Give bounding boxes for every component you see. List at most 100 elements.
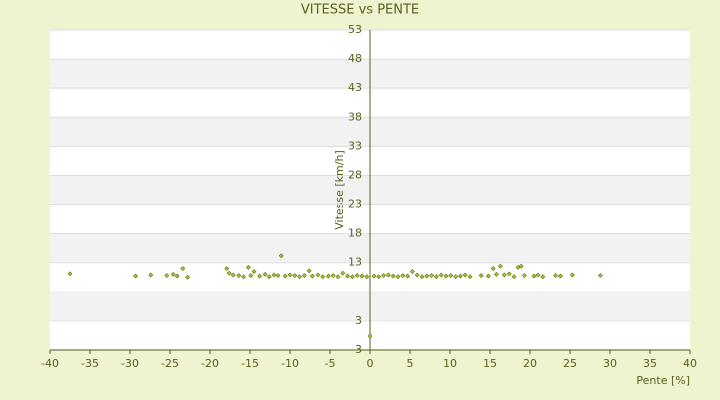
point	[282, 273, 288, 279]
x-tick-label: -40	[41, 357, 59, 370]
point	[297, 274, 303, 280]
point	[275, 273, 281, 278]
y-tick-label: 28	[348, 168, 362, 181]
point	[266, 274, 272, 280]
x-tick-label: -5	[325, 357, 336, 370]
point	[354, 273, 360, 278]
y-tick-label: 53	[348, 23, 362, 36]
point	[405, 273, 411, 279]
point	[438, 272, 444, 278]
x-tick-label: -20	[201, 357, 219, 370]
point	[371, 273, 377, 279]
chart-title: VITESSE vs PENTE	[301, 3, 419, 18]
point	[287, 272, 293, 278]
point	[335, 274, 341, 280]
point	[467, 274, 473, 280]
y-tick-label: 43	[348, 81, 362, 94]
x-tick-label: 5	[407, 357, 414, 370]
point	[553, 273, 559, 278]
point	[457, 273, 463, 279]
point	[535, 272, 541, 278]
point	[306, 268, 312, 274]
point	[224, 266, 230, 271]
point	[448, 273, 454, 278]
point	[359, 273, 365, 279]
point	[395, 274, 401, 280]
point	[429, 273, 435, 278]
point	[597, 273, 603, 278]
point	[390, 273, 396, 279]
point	[271, 272, 277, 278]
y-tick-label: 38	[348, 110, 362, 123]
y-tick-label: 48	[348, 52, 362, 65]
point	[497, 263, 503, 269]
x-tick-label: 0	[367, 357, 374, 370]
point	[278, 253, 284, 259]
y-tick-label: 13	[348, 256, 362, 269]
x-tick-label: -25	[161, 357, 179, 370]
point	[493, 271, 499, 277]
y-tick-label: 3	[355, 314, 362, 327]
point	[443, 273, 449, 279]
point	[236, 273, 242, 278]
point	[180, 266, 186, 271]
y-axis-title: Vitesse [km/h]	[333, 150, 346, 230]
point	[345, 273, 351, 279]
point	[531, 273, 537, 279]
point	[67, 271, 73, 277]
point	[501, 272, 507, 278]
point	[170, 271, 176, 277]
point	[419, 274, 425, 280]
point	[569, 272, 575, 278]
point	[540, 274, 546, 280]
point	[478, 273, 484, 278]
point	[409, 269, 415, 274]
point	[185, 274, 191, 280]
point	[325, 273, 331, 279]
point	[557, 273, 563, 279]
point	[485, 273, 491, 279]
point	[320, 274, 326, 280]
point	[257, 273, 263, 279]
point	[364, 274, 370, 280]
x-tick-label: 10	[443, 357, 457, 370]
point	[414, 272, 420, 278]
x-tick-label: 20	[523, 357, 537, 370]
point	[385, 272, 391, 278]
point	[241, 274, 247, 280]
x-tick-label: 25	[563, 357, 577, 370]
point	[164, 273, 170, 278]
point	[381, 273, 387, 278]
y-tick-label: 23	[348, 198, 362, 211]
point	[367, 333, 373, 339]
point	[376, 274, 382, 280]
point	[292, 273, 298, 278]
point	[518, 263, 524, 269]
point	[330, 273, 336, 278]
point	[262, 271, 268, 277]
point	[309, 273, 315, 279]
point	[424, 273, 430, 279]
point	[226, 270, 232, 276]
point	[462, 272, 468, 278]
x-tick-label: 15	[483, 357, 497, 370]
point	[521, 273, 527, 278]
x-tick-label: -30	[121, 357, 139, 370]
point	[453, 274, 459, 280]
point	[248, 273, 254, 278]
x-axis-title: Pente [%]	[636, 374, 690, 387]
point	[349, 274, 355, 280]
x-tick-label: 35	[643, 357, 657, 370]
point	[433, 274, 439, 280]
point	[230, 272, 236, 278]
y-tick-label: 18	[348, 227, 362, 240]
x-tick-label: -10	[281, 357, 299, 370]
point	[301, 273, 307, 278]
point	[506, 271, 512, 277]
point	[251, 269, 257, 274]
x-tick-label: 40	[683, 357, 697, 370]
point	[174, 273, 180, 279]
point	[340, 270, 346, 276]
point	[245, 264, 251, 270]
